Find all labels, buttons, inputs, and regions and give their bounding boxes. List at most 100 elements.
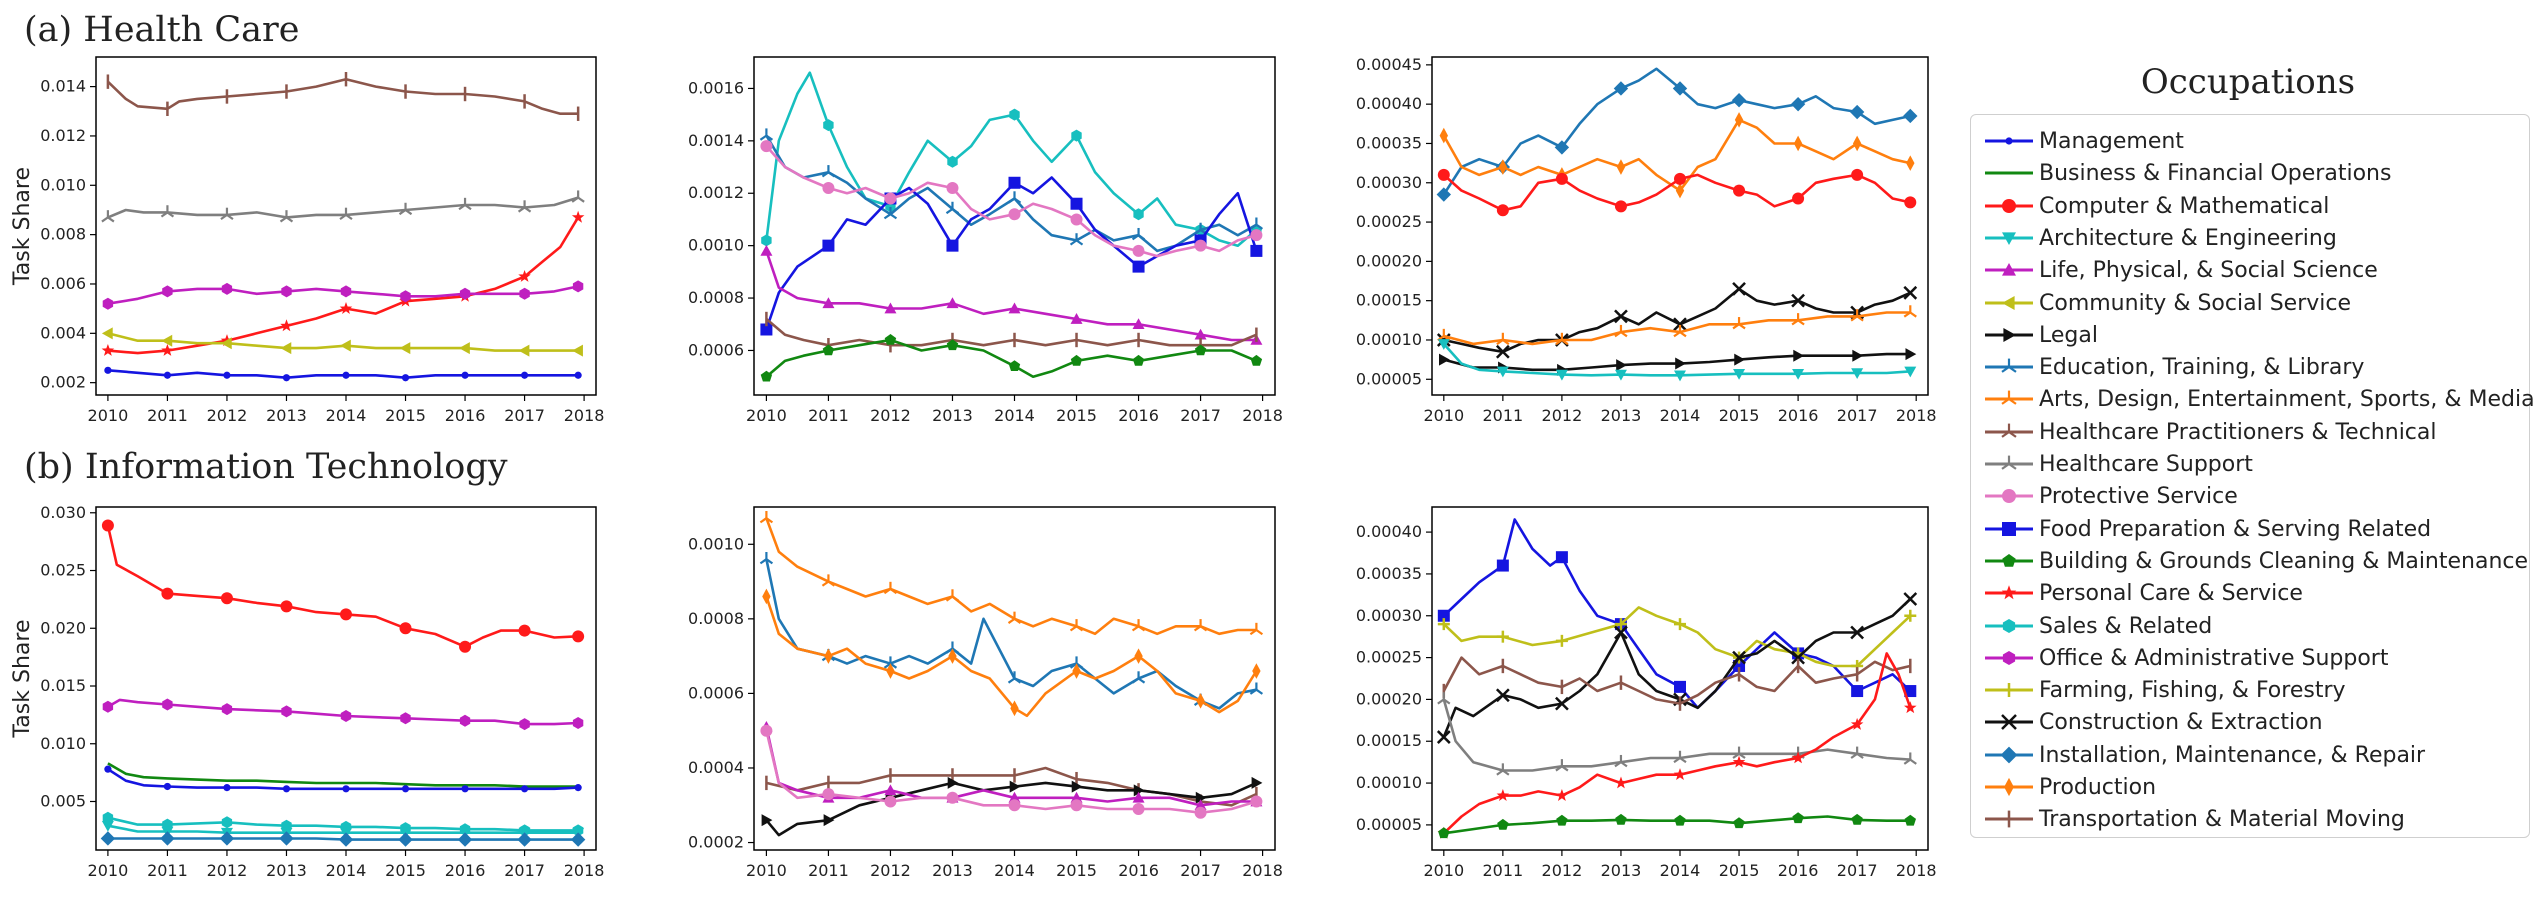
data-point [762, 588, 771, 605]
y-tick-label: 0.00040 [1356, 522, 1422, 541]
y-tick-label: 0.014 [40, 77, 86, 96]
data-point [279, 831, 294, 846]
data-point [1070, 354, 1083, 366]
series-markers [761, 776, 1263, 827]
x-tick-label: 2010 [746, 406, 787, 425]
legend-label: Computer & Mathematical [2039, 193, 2330, 219]
data-point [1131, 671, 1146, 684]
legend-label: Management [2039, 129, 2184, 154]
series-markers [104, 765, 582, 793]
series-markers [1437, 168, 1917, 217]
x-tick-label: 2012 [1542, 861, 1583, 880]
x-tick-label: 2017 [504, 406, 545, 425]
plot-health-care-2: 2010 2011 2012 2013 2014 2015 2016 2017 2018 0.00… [688, 56, 1283, 425]
data-point [398, 832, 413, 847]
data-point [1731, 93, 1747, 108]
data-point [1008, 791, 1021, 803]
series-line [107, 216, 580, 355]
legend-marker [2002, 553, 2016, 567]
data-point [946, 239, 959, 252]
legend-marker [2001, 358, 2017, 373]
data-point [221, 282, 233, 295]
data-point [281, 285, 292, 298]
series-line [1442, 606, 1912, 668]
legend-symbol [1985, 650, 2033, 665]
legend-symbol [1985, 585, 2033, 600]
legend-item: Legal [1971, 319, 2527, 351]
legend-item: Education, Training, & Library [1971, 351, 2527, 383]
y-tick-label: 0.00020 [1356, 689, 1422, 708]
legend-marker [2002, 618, 2016, 633]
data-point [520, 785, 529, 793]
data-point [400, 712, 411, 725]
y-tick-label: 0.0010 [688, 236, 744, 255]
data-point [1734, 353, 1746, 366]
data-point [1790, 96, 1806, 112]
data-point [459, 287, 471, 300]
y-tick-label: 0.00045 [1356, 55, 1422, 74]
x-tick-label: 2016 [1118, 406, 1159, 425]
x-tick-label: 2018 [1242, 861, 1283, 880]
x-tick-label: 2010 [746, 861, 787, 880]
legend-item: Computer & Mathematical [1971, 190, 2527, 222]
series-markers [101, 190, 585, 223]
legend-label: Office & Administrative Support [2039, 645, 2389, 671]
legend-item: Healthcare Support [1971, 448, 2527, 480]
data-point [1439, 127, 1449, 144]
data-point [759, 128, 774, 141]
legend-symbol [1985, 137, 2033, 145]
series-line [1442, 652, 1912, 835]
x-tick-label: 2017 [1180, 406, 1221, 425]
data-point [1849, 104, 1865, 120]
data-point [884, 784, 897, 796]
series-markers [106, 72, 580, 121]
x-tick-label: 2017 [504, 861, 545, 880]
data-point [1555, 332, 1569, 346]
data-point [282, 374, 291, 382]
data-point [1194, 239, 1207, 252]
data-point [822, 239, 835, 252]
y-tick-label: 0.00005 [1356, 369, 1422, 388]
data-point [519, 287, 530, 300]
data-point [1194, 344, 1207, 356]
y-tick-label: 0.004 [40, 323, 86, 342]
data-point [223, 784, 231, 792]
data-point [760, 724, 773, 737]
legend-symbol [1985, 171, 2033, 175]
data-point [1132, 318, 1145, 330]
x-tick-label: 2010 [88, 406, 129, 425]
x-tick-label: 2017 [1180, 861, 1221, 880]
data-point [339, 302, 353, 314]
data-point [821, 165, 836, 178]
data-point [1193, 619, 1208, 632]
data-point [1851, 368, 1864, 379]
data-point [822, 788, 835, 801]
y-tick-label: 0.00010 [1356, 330, 1422, 349]
series-line [107, 762, 579, 788]
data-point [1614, 625, 1628, 640]
y-tick-label: 0.010 [40, 734, 86, 753]
legend-symbol [1985, 489, 2033, 504]
data-point [1131, 619, 1146, 632]
legend-item: Installation, Maintenance, & Repair [1971, 739, 2527, 771]
data-point [1008, 208, 1021, 221]
legend-symbol [1985, 683, 2033, 698]
data-point [1134, 648, 1143, 664]
data-point [946, 297, 959, 309]
data-point [1250, 354, 1263, 366]
legend-label: Healthcare Practitioners & Technical [2039, 419, 2437, 445]
data-point [340, 710, 352, 722]
data-point [1614, 309, 1628, 324]
data-point [1791, 313, 1805, 326]
y-tick-label: 0.00015 [1356, 731, 1422, 750]
data-point [517, 832, 532, 847]
data-point [1616, 159, 1626, 175]
plot-information-technology-3: 2010 2011 2012 2013 2014 2015 2016 2017 2018 0.00… [1356, 506, 1937, 880]
x-tick-label: 2014 [326, 861, 367, 880]
data-point [1436, 187, 1452, 202]
legend-symbol [1985, 263, 2033, 276]
legend-label: Personal Care & Service [2039, 581, 2303, 607]
data-point [1613, 81, 1629, 96]
data-point [400, 290, 411, 303]
data-point [280, 319, 293, 332]
